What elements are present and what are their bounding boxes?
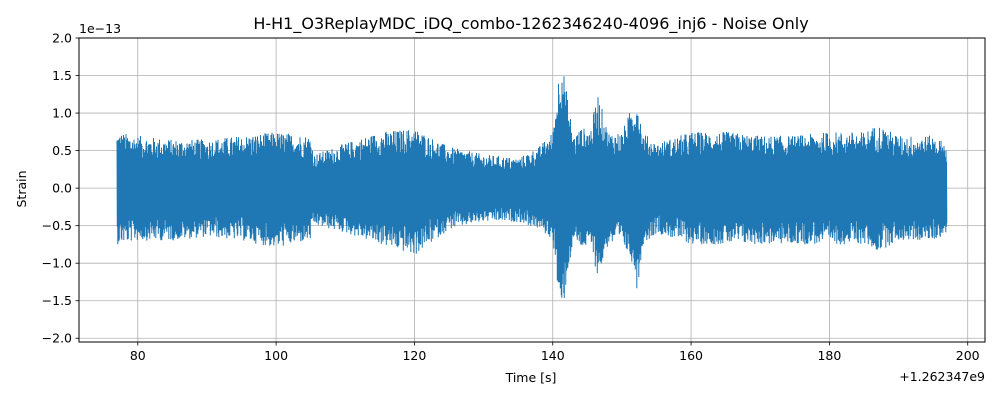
x-tick-label: 200 xyxy=(956,348,980,363)
y-tick-label: −0.5 xyxy=(42,218,72,233)
x-tick-label: 140 xyxy=(541,348,565,363)
x-ticks: 80 100 120 140 160 180 200 xyxy=(130,342,980,363)
y-ticks: −2.0 −1.5 −1.0 −0.5 0.0 0.5 1.0 1.5 2.0 xyxy=(42,31,79,346)
y-tick-label: 2.0 xyxy=(52,31,72,46)
chart-title: H-H1_O3ReplayMDC_iDQ_combo-1262346240-40… xyxy=(253,14,808,34)
y-tick-label: 1.5 xyxy=(52,68,72,83)
y-tick-label: 1.0 xyxy=(52,106,72,121)
x-tick-label: 100 xyxy=(264,348,288,363)
x-offset-label: +1.262347e9 xyxy=(899,369,985,384)
x-tick-label: 160 xyxy=(679,348,703,363)
x-axis-label: Time [s] xyxy=(505,370,557,385)
x-tick-label: 80 xyxy=(130,348,146,363)
y-axis-label: Strain xyxy=(14,170,29,207)
x-tick-label: 120 xyxy=(402,348,426,363)
y-tick-label: 0.0 xyxy=(52,181,72,196)
x-tick-label: 180 xyxy=(817,348,841,363)
y-tick-label: −1.0 xyxy=(42,256,72,271)
y-tick-label: −2.0 xyxy=(42,331,72,346)
strain-series-core xyxy=(117,113,947,264)
y-scale-label: 1e−13 xyxy=(79,21,121,36)
axes-frame xyxy=(78,37,986,343)
plot-area xyxy=(116,76,948,298)
y-tick-label: −1.5 xyxy=(42,293,72,308)
y-tick-label: 0.5 xyxy=(52,143,72,158)
